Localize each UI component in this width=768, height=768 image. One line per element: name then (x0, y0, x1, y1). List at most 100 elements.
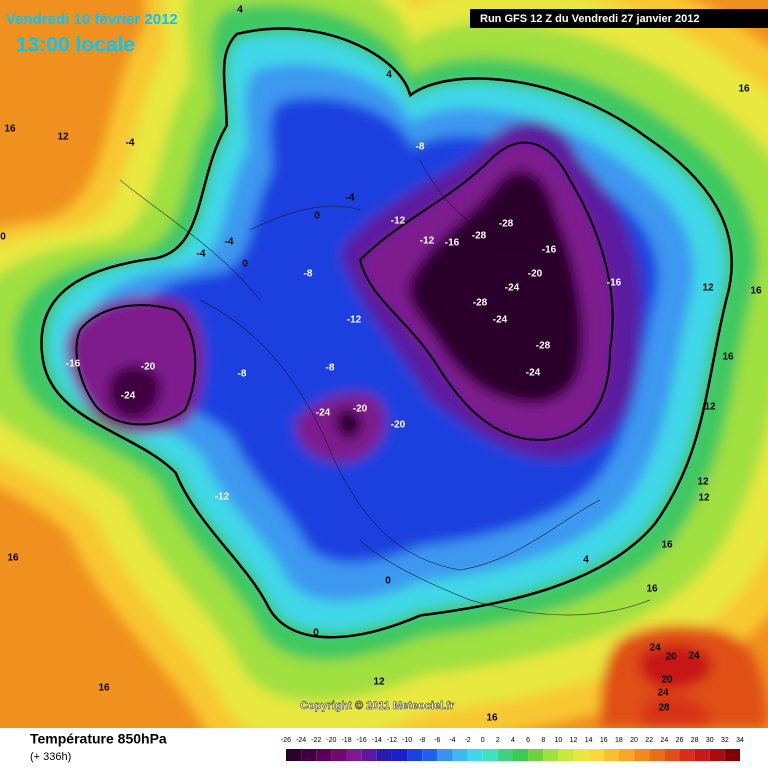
colorbar-swatch (724, 749, 740, 761)
field-title: Température 850hPa (30, 731, 167, 747)
contour-label: 16 (486, 713, 498, 724)
colorbar-tick-label: -8 (419, 737, 425, 744)
footer (0, 728, 768, 768)
contour-label: -20 (391, 420, 406, 431)
contour-labels: -4 -8 -4 0 -12 -12 -16 -28 -28 -16 -20 -24 -16 -28 -24… (0, 5, 762, 724)
colorbar-swatch (301, 749, 317, 761)
colorbar-swatch (649, 749, 665, 761)
contour-label: -8 (238, 369, 247, 380)
contour-label: -20 (141, 362, 156, 373)
colorbar-swatch (452, 749, 468, 761)
contour-label: 28 (658, 703, 670, 714)
contour-label: 20 (665, 652, 677, 663)
contour-label: -16 (66, 359, 81, 370)
colorbar-tick-label: -18 (341, 737, 351, 744)
copyright: Copyright © 2011 Meteociel.fr (300, 700, 455, 712)
colorbar-tick-label: -2 (464, 737, 470, 744)
colorbar: -26 -24 -22 -20 -18 -16 -14 -12 -10 -8 -6 -4 -2 0 2 4 6 8… (281, 737, 744, 761)
colorbar-tick-label: 34 (736, 737, 744, 744)
colorbar-swatch (331, 749, 347, 761)
contour-label: -12 (420, 236, 435, 247)
colorbar-swatch (482, 749, 498, 761)
contour-label: 16 (722, 352, 734, 363)
colorbar-tick-label: 30 (706, 737, 714, 744)
colorbar-swatch (286, 749, 302, 761)
colorbar-swatch (573, 749, 589, 761)
colorbar-swatch (603, 749, 619, 761)
contour-label: -28 (472, 231, 487, 242)
contour-label: -28 (499, 219, 514, 230)
contour-label: -4 (346, 193, 355, 204)
contour-label: 16 (646, 584, 658, 595)
colorbar-tick-label: -24 (296, 737, 306, 744)
colorbar-tick-label: -6 (434, 737, 440, 744)
contour-label: -24 (121, 391, 136, 402)
run-info: Run GFS 12 Z du Vendredi 27 janvier 2012 (480, 13, 699, 25)
colorbar-tick-label: 24 (660, 737, 668, 744)
colorbar-tick-label: 28 (691, 737, 699, 744)
contour-label: -16 (542, 245, 557, 256)
colorbar-swatch (407, 749, 423, 761)
contour-label: -4 (197, 249, 206, 260)
colorbar-swatch (618, 749, 635, 761)
contour-label: -12 (215, 492, 230, 503)
colorbar-tick-label: 4 (511, 737, 515, 744)
colorbar-swatch (679, 749, 695, 761)
colorbar-swatch (694, 749, 710, 761)
contour-label: 24 (688, 651, 700, 662)
contour-label: -20 (353, 404, 368, 415)
colorbar-swatch (437, 749, 453, 761)
colorbar-swatch (376, 749, 392, 761)
colorbar-tick-label: 26 (676, 737, 684, 744)
colorbar-swatch (422, 749, 438, 761)
valid-date: Vendredi 10 février 2012 (6, 11, 178, 28)
contour-label: -12 (391, 216, 406, 227)
colorbar-tick-label: 32 (721, 737, 729, 744)
contour-label: -12 (347, 315, 362, 326)
contour-label: 16 (750, 286, 762, 297)
contour-label: 0 (242, 259, 248, 270)
colorbar-tick-label: -20 (326, 737, 336, 744)
contour-label: 16 (98, 683, 110, 694)
contour-label: -24 (316, 408, 331, 419)
colorbar-tick-label: 20 (630, 737, 638, 744)
contour-label: 0 (313, 628, 319, 639)
contour-label: 4 (386, 70, 392, 81)
colorbar-swatch (513, 749, 529, 761)
contour-label: -8 (416, 142, 425, 153)
contour-label: -24 (505, 283, 520, 294)
colorbar-swatch (634, 749, 650, 761)
colorbar-swatch (346, 749, 362, 761)
contour-label: -28 (473, 298, 488, 309)
colorbar-swatch (316, 749, 332, 761)
colorbar-swatch (558, 749, 574, 761)
colorbar-swatch (391, 749, 408, 761)
contour-label: 16 (661, 540, 673, 551)
contour-label: -4 (126, 138, 135, 149)
contour-label: 12 (698, 493, 710, 504)
colorbar-tick-label: 18 (615, 737, 623, 744)
colorbar-tick-label: 14 (585, 737, 593, 744)
contour-label: 12 (57, 132, 69, 143)
colorbar-swatch (361, 749, 377, 761)
valid-time: 13:00 locale (16, 34, 135, 57)
contour-label: 16 (7, 553, 19, 564)
contour-label: 20 (661, 675, 673, 686)
colorbar-tick-label: -10 (402, 737, 412, 744)
colorbar-swatch (664, 749, 680, 761)
contour-label: -20 (528, 269, 543, 280)
colorbar-tick-label: 22 (645, 737, 653, 744)
contour-label: -28 (536, 341, 551, 352)
contour-label: -16 (445, 238, 460, 249)
contour-label: -16 (607, 278, 622, 289)
contour-label: 12 (697, 477, 709, 488)
colorbar-swatch (709, 749, 725, 761)
colorbar-swatch (467, 749, 483, 761)
contour-label: -24 (526, 368, 541, 379)
contour-label: 12 (373, 677, 385, 688)
contour-label: 16 (738, 84, 750, 95)
contour-label: 24 (657, 688, 669, 699)
colorbar-tick-label: -26 (281, 737, 291, 744)
